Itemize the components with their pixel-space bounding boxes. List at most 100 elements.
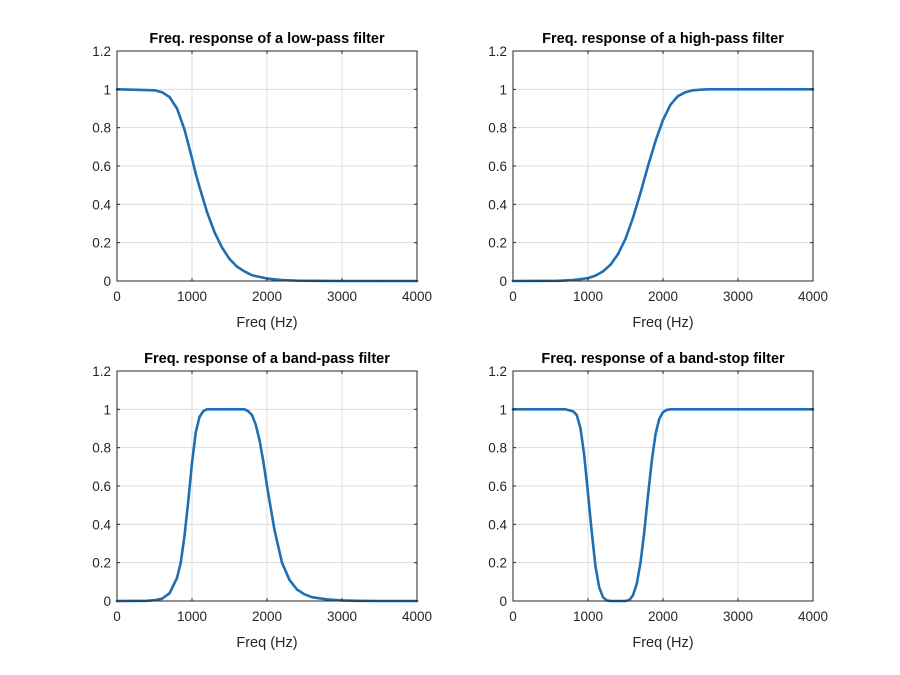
high-pass-y-tick-label: 0.2 xyxy=(488,236,507,251)
high-pass-x-tick-label: 2000 xyxy=(648,289,678,304)
low-pass-data-point xyxy=(168,95,171,99)
band-stop-x-tick-label: 3000 xyxy=(723,609,753,624)
band-pass-data-point xyxy=(280,561,284,564)
high-pass-y-tick-label: 0.8 xyxy=(488,121,507,136)
band-stop-data-point xyxy=(676,408,680,411)
band-stop-y-tick-label: 0 xyxy=(499,594,507,609)
band-stop-data-point xyxy=(594,565,597,568)
low-pass-data-point xyxy=(250,274,254,277)
band-pass-data-point xyxy=(325,598,329,601)
band-stop-data-point xyxy=(646,494,650,497)
band-stop-data-point xyxy=(665,408,668,412)
band-pass-x-tick-label: 2000 xyxy=(252,609,282,624)
band-stop-data-point xyxy=(579,427,582,430)
low-pass-data-point xyxy=(235,265,239,268)
band-pass-data-point xyxy=(187,500,190,503)
high-pass-data-point xyxy=(639,191,642,195)
high-pass-data-point xyxy=(736,88,740,91)
low-pass-y-tick-label: 0 xyxy=(103,274,111,289)
band-pass-y-tick-label: 1.2 xyxy=(92,364,111,379)
band-pass-data-point xyxy=(310,595,314,599)
low-pass-title: Freq. response of a low-pass filter xyxy=(149,31,385,47)
band-pass-y-tick-label: 1 xyxy=(103,402,111,417)
band-stop-x-tick-label: 4000 xyxy=(798,609,828,624)
high-pass-data-point xyxy=(661,118,665,122)
chart-band-stop: 0 1000 2000 3000 4000 0 0.2 0.4 0.6 0.8 1 1.2 Freq. … xyxy=(488,351,828,651)
band-pass-y-tick-label: 0.8 xyxy=(92,441,111,456)
high-pass-y-tick-label: 0 xyxy=(499,274,507,289)
high-pass-data-point xyxy=(669,103,672,106)
band-stop-data-point xyxy=(639,561,642,564)
band-pass-data-point xyxy=(228,408,231,411)
band-stop-y-tick-label: 0.6 xyxy=(488,479,507,494)
band-pass-data-point xyxy=(175,576,179,580)
band-stop-data-point xyxy=(736,408,740,411)
band-pass-x-tick-label: 3000 xyxy=(327,609,357,624)
band-pass-data-point xyxy=(288,578,291,582)
high-pass-title: Freq. response of a high-pass filter xyxy=(542,31,784,47)
band-pass-data-point xyxy=(258,438,261,442)
high-pass-data-point xyxy=(691,89,695,92)
high-pass-data-point xyxy=(616,252,620,256)
high-pass-y-tick-label: 1 xyxy=(499,82,507,97)
high-pass-data-point xyxy=(684,91,687,94)
band-pass-x-axis-label: Freq (Hz) xyxy=(236,635,297,651)
low-pass-data-point xyxy=(160,91,164,94)
band-stop-data-point xyxy=(601,595,605,599)
low-pass-data-point xyxy=(190,157,194,160)
band-stop-data-point xyxy=(564,408,567,411)
band-stop-data-point xyxy=(583,454,586,457)
band-pass-data-point xyxy=(262,459,265,463)
band-pass-title: Freq. response of a band-pass filter xyxy=(144,351,390,367)
chart-band-pass: 0 1000 2000 3000 4000 0 0.2 0.4 0.6 0.8 1 1.2 Freq. … xyxy=(92,351,432,651)
band-stop-data-point xyxy=(586,492,590,495)
high-pass-data-point xyxy=(631,216,635,219)
low-pass-y-tick-label: 0.6 xyxy=(92,159,111,174)
band-pass-data-point xyxy=(247,410,250,413)
high-pass-x-tick-label: 4000 xyxy=(798,289,828,304)
band-stop-data-point xyxy=(658,417,661,421)
band-pass-y-tick-label: 0 xyxy=(103,594,111,609)
high-pass-data-point xyxy=(601,270,605,273)
low-pass-x-tick-label: 1000 xyxy=(177,289,207,304)
band-stop-y-tick-label: 0.2 xyxy=(488,556,507,571)
band-pass-data-point xyxy=(194,431,197,434)
band-pass-x-tick-label: 1000 xyxy=(177,609,207,624)
low-pass-data-point xyxy=(228,257,231,261)
low-pass-data-point xyxy=(175,107,179,110)
band-stop-data-point xyxy=(661,411,665,414)
high-pass-y-tick-label: 1.2 xyxy=(488,44,507,59)
low-pass-data-point xyxy=(220,246,224,249)
high-pass-data-point xyxy=(594,274,597,277)
low-pass-x-tick-label: 4000 xyxy=(402,289,432,304)
high-pass-data-point xyxy=(654,139,657,143)
band-stop-data-point xyxy=(598,586,601,589)
low-pass-data-point xyxy=(153,89,156,92)
low-pass-y-tick-label: 0.2 xyxy=(92,236,111,251)
chart-high-pass: 0 1000 2000 3000 4000 0 0.2 0.4 0.6 0.8 1 1.2 Freq. … xyxy=(488,31,828,331)
high-pass-x-tick-label: 0 xyxy=(509,289,517,304)
band-pass-data-point xyxy=(273,528,276,532)
band-pass-data-point xyxy=(183,534,186,538)
low-pass-x-tick-label: 2000 xyxy=(252,289,282,304)
band-stop-data-point xyxy=(654,433,657,436)
low-pass-y-tick-label: 1.2 xyxy=(92,44,111,59)
high-pass-y-tick-label: 0.6 xyxy=(488,159,507,174)
band-pass-data-point xyxy=(198,415,201,419)
band-stop-x-axis-label: Freq (Hz) xyxy=(632,635,693,651)
band-pass-data-point xyxy=(250,413,254,417)
band-pass-y-tick-label: 0.6 xyxy=(92,479,111,494)
band-stop-data-point xyxy=(571,410,575,413)
band-stop-data-point xyxy=(669,408,672,411)
band-pass-data-point xyxy=(295,588,299,591)
band-stop-x-tick-label: 0 xyxy=(509,609,517,624)
band-pass-data-point xyxy=(303,593,306,596)
band-pass-data-point xyxy=(213,408,216,411)
high-pass-y-tick-label: 0.4 xyxy=(488,197,507,212)
high-pass-x-axis-label: Freq (Hz) xyxy=(632,315,693,331)
band-stop-data-point xyxy=(691,408,695,411)
high-pass-data-point xyxy=(624,237,627,241)
high-pass-x-tick-label: 1000 xyxy=(573,289,603,304)
high-pass-data-point xyxy=(699,88,702,91)
band-pass-data-point xyxy=(190,461,194,465)
